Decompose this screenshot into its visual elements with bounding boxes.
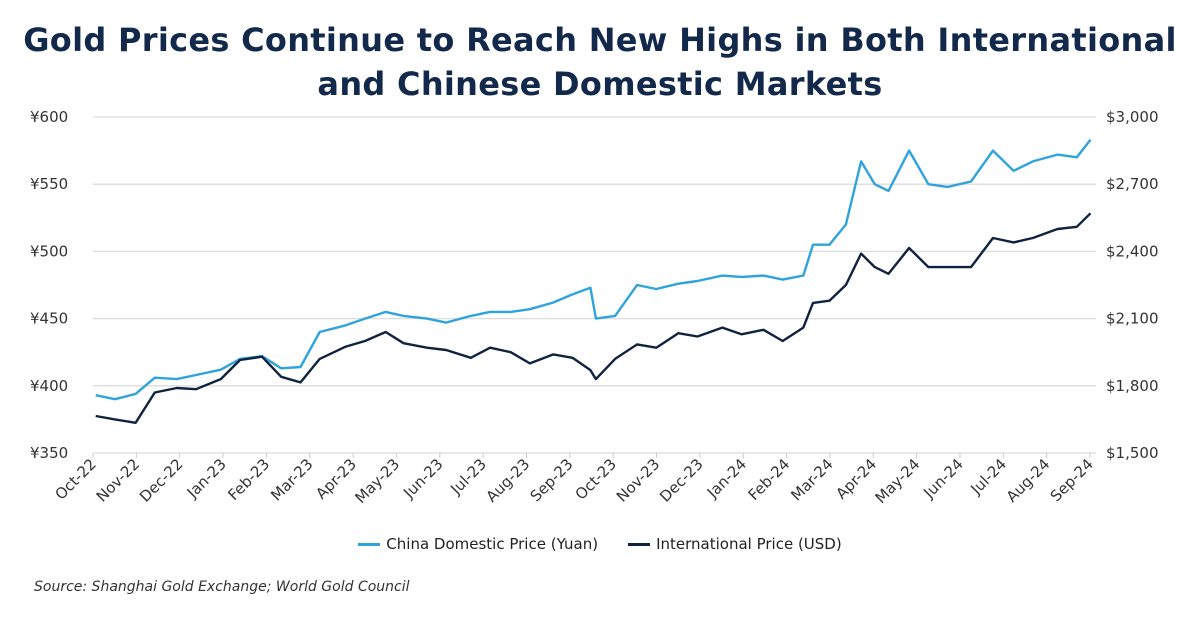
x-tick-label: Jun-23 — [399, 455, 446, 502]
y-left-tick-label: ¥450 — [30, 310, 68, 328]
y-left-tick-label: ¥600 — [30, 108, 68, 126]
x-tick-label: Dec-22 — [136, 455, 187, 506]
series-line-international — [95, 212, 1092, 424]
x-tick-label: Nov-23 — [613, 455, 663, 505]
x-tick-label: Feb-24 — [745, 455, 794, 504]
x-tick-label: Mar-23 — [267, 455, 316, 504]
x-tick-label: Aug-23 — [483, 455, 534, 506]
x-tick-label: May-24 — [872, 455, 924, 507]
legend-label-international: International Price (USD) — [656, 535, 842, 553]
y-left-tick-label: ¥500 — [30, 242, 68, 260]
x-tick-label: Jan-24 — [703, 455, 750, 502]
x-tick-label: Mar-24 — [787, 455, 836, 504]
y-left-tick-label: ¥350 — [30, 444, 68, 462]
legend-swatch-international — [628, 542, 651, 546]
y-left-tick-label: ¥550 — [30, 175, 68, 193]
y-right-tick-label: $1,500 — [1106, 444, 1159, 462]
x-tick-label: Oct-22 — [51, 455, 99, 503]
x-tick-label: Sep-23 — [527, 455, 577, 505]
y-right-tick-label: $1,800 — [1106, 377, 1159, 395]
x-tick-label: Feb-23 — [224, 455, 273, 504]
chart-title: Gold Prices Continue to Reach New Highs … — [23, 21, 1177, 103]
legend-swatch-china — [358, 542, 381, 546]
y-right-tick-label: $2,100 — [1106, 310, 1159, 328]
y-left-tick-label: ¥400 — [30, 377, 68, 395]
legend-item-international: International Price (USD) — [628, 535, 842, 553]
x-tick-label: Aug-24 — [1003, 455, 1054, 506]
x-tick-label: May-23 — [351, 455, 403, 507]
y-right-tick-label: $3,000 — [1106, 108, 1159, 126]
legend-item-china: China Domestic Price (Yuan) — [358, 535, 598, 553]
legend: China Domestic Price (Yuan) Internationa… — [0, 535, 1200, 553]
x-tick-label: Dec-23 — [656, 455, 707, 506]
series-line-china — [95, 139, 1092, 401]
y-right-tick-label: $2,400 — [1106, 242, 1159, 260]
x-tick-label: Nov-22 — [93, 455, 143, 505]
source-note: Source: Shanghai Gold Exchange; World Go… — [34, 579, 410, 595]
x-tick-label: Jan-23 — [183, 455, 230, 502]
x-tick-label: Sep-24 — [1047, 455, 1097, 505]
legend-label-china: China Domestic Price (Yuan) — [386, 535, 599, 553]
x-tick-label: Jun-24 — [919, 455, 966, 502]
y-right-tick-label: $2,700 — [1106, 175, 1159, 193]
x-tick-label: Oct-23 — [572, 455, 620, 503]
